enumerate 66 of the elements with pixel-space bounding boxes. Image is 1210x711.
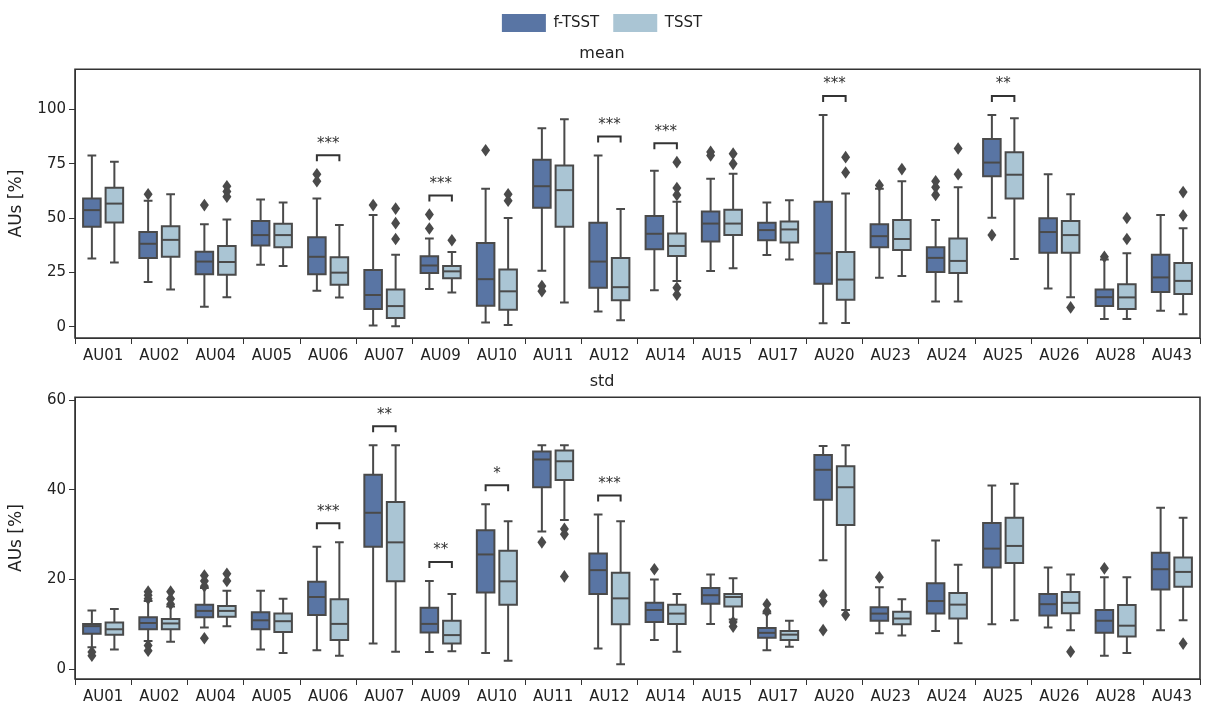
x-tick-label: AU20 <box>814 686 855 705</box>
y-tick-label: 0 <box>56 659 66 678</box>
x-tick-label: AU01 <box>82 345 124 364</box>
y-tick-label: 60 <box>46 390 66 409</box>
x-tick-label: AU07 <box>364 686 405 705</box>
x-tick-label: AU11 <box>532 686 574 705</box>
y-tick-label: 40 <box>46 479 66 498</box>
annotation: *** <box>598 115 622 134</box>
annotation: * <box>493 463 502 482</box>
annotation: *** <box>598 473 622 492</box>
x-tick-label: AU06 <box>307 345 349 364</box>
x-tick-label: AU26 <box>1039 345 1080 364</box>
annotation: ** <box>433 540 449 559</box>
x-tick-label: AU07 <box>364 345 405 364</box>
x-tick-label: AU23 <box>870 345 911 364</box>
x-tick-label: AU04 <box>195 686 236 705</box>
x-tick-label: AU24 <box>926 345 968 364</box>
annotation: ** <box>995 74 1012 93</box>
x-tick-label: AU09 <box>420 686 461 705</box>
x-tick-label: AU26 <box>1039 686 1080 705</box>
y-axis-title: AUs [%] <box>4 504 25 572</box>
x-tick-label: AU01 <box>82 686 124 705</box>
x-tick-label: AU17 <box>757 686 799 705</box>
annotation: *** <box>429 173 453 192</box>
y-tick-label: 20 <box>46 569 66 588</box>
x-tick-label: AU24 <box>926 686 968 705</box>
x-tick-label: AU11 <box>532 345 574 364</box>
x-tick-label: AU09 <box>420 345 461 364</box>
x-tick-label: AU15 <box>701 345 743 364</box>
x-tick-label: AU14 <box>645 686 686 705</box>
x-tick-label: AU43 <box>1151 686 1193 705</box>
x-tick-label: AU23 <box>870 686 911 705</box>
y-tick-label: 100 <box>37 99 66 118</box>
legend-label: TSST <box>663 12 703 31</box>
x-tick-label: AU06 <box>307 686 349 705</box>
chart-title: mean <box>579 42 625 62</box>
x-tick-label: AU25 <box>982 686 1024 705</box>
annotation: *** <box>316 133 340 152</box>
y-tick-label: 25 <box>46 262 66 281</box>
x-tick-label: AU43 <box>1151 345 1193 364</box>
x-tick-label: AU12 <box>589 345 630 364</box>
x-tick-label: AU25 <box>982 345 1024 364</box>
x-tick-label: AU20 <box>814 345 855 364</box>
x-tick-label: AU05 <box>251 345 293 364</box>
x-tick-label: AU04 <box>195 345 236 364</box>
x-tick-label: AU05 <box>251 686 293 705</box>
x-tick-label: AU12 <box>589 686 630 705</box>
annotation: *** <box>316 501 340 520</box>
x-tick-label: AU17 <box>757 345 799 364</box>
x-tick-label: AU10 <box>476 345 518 364</box>
annotation: *** <box>823 74 847 93</box>
legend-label: f-TSST <box>553 12 601 31</box>
x-tick-label: AU10 <box>476 686 518 705</box>
y-tick-label: 0 <box>56 316 66 335</box>
chart-title: std <box>589 370 615 390</box>
x-tick-label: AU15 <box>701 686 743 705</box>
x-tick-label: AU02 <box>139 345 180 364</box>
x-tick-label: AU28 <box>1095 686 1136 705</box>
y-tick-label: 75 <box>46 153 66 172</box>
annotation: ** <box>376 404 393 423</box>
y-tick-label: 50 <box>46 208 66 227</box>
x-tick-label: AU02 <box>139 686 180 705</box>
y-axis-title: AUs [%] <box>4 169 25 238</box>
annotation: *** <box>654 121 678 140</box>
x-tick-label: AU28 <box>1095 345 1136 364</box>
x-tick-label: AU14 <box>645 345 686 364</box>
